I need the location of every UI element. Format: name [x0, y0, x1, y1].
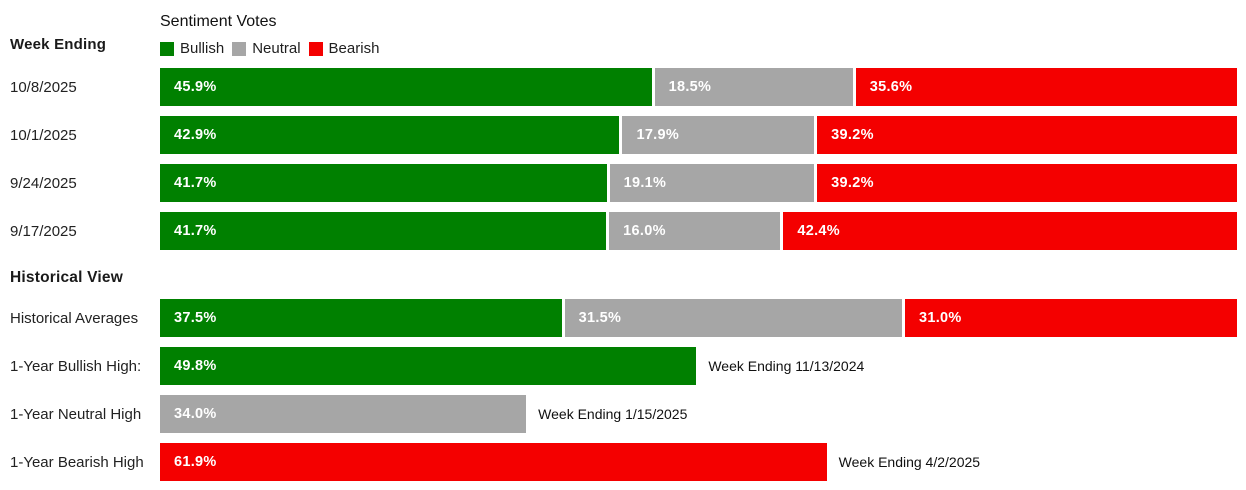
neutral-swatch-icon — [232, 41, 247, 56]
neutral-pct-label: 18.5% — [668, 79, 712, 95]
stacked-bar: 45.9% 18.5% 35.6% — [160, 68, 1238, 106]
single-bar-track: 49.8% Week Ending 11/13/2024 — [160, 347, 1237, 385]
bullish-pct-label: 37.5% — [174, 310, 217, 326]
bullish-high-label: 1-Year Bullish High: — [10, 357, 142, 375]
bearish-high-annotation: Week Ending 4/2/2025 — [838, 454, 981, 470]
week-ending-date: 10/1/2025 — [10, 126, 77, 144]
stacked-bar: 37.5% 31.5% 31.0% — [160, 299, 1237, 337]
week-ending-date: 10/8/2025 — [10, 78, 77, 96]
bearish-segment: 35.6% — [855, 68, 1238, 106]
bearish-high-pct-label: 61.9% — [174, 454, 217, 470]
bullish-high-pct-label: 49.8% — [174, 358, 217, 374]
bullish-segment: 37.5% — [160, 299, 562, 337]
one-year-neutral-high-row: 1-Year Neutral High 34.0% Week Ending 1/… — [0, 395, 1246, 433]
historical-view-heading: Historical View — [10, 269, 123, 286]
neutral-pct-label: 31.5% — [578, 310, 622, 326]
bullish-pct-label: 45.9% — [174, 79, 217, 95]
week-ending-date: 9/24/2025 — [10, 174, 77, 192]
legend-item-bullish: Bullish — [160, 40, 224, 57]
historical-averages-row: Historical Averages 37.5% 31.5% 31.0% — [0, 299, 1246, 337]
bullish-segment: 41.7% — [160, 164, 607, 202]
sentiment-row-week-4: 9/17/2025 41.7% 16.0% 42.4% — [0, 212, 1246, 250]
neutral-segment: 18.5% — [654, 68, 853, 106]
legend-label-bearish: Bearish — [328, 40, 380, 57]
week-ending-label: Week Ending — [10, 36, 107, 53]
neutral-pct-label: 17.9% — [636, 127, 680, 143]
bullish-pct-label: 42.9% — [174, 127, 217, 143]
neutral-segment: 17.9% — [622, 116, 815, 154]
bullish-pct-label: 41.7% — [174, 175, 217, 191]
bearish-high-bar: 61.9% — [160, 443, 827, 481]
one-year-bearish-high-row: 1-Year Bearish High 61.9% Week Ending 4/… — [0, 443, 1246, 481]
bearish-pct-label: 42.4% — [797, 223, 840, 239]
stacked-bar: 41.7% 16.0% 42.4% — [160, 212, 1237, 250]
neutral-high-annotation: Week Ending 1/15/2025 — [538, 406, 688, 422]
legend: Bullish Neutral Bearish — [160, 40, 1246, 57]
bearish-segment: 39.2% — [817, 164, 1237, 202]
bullish-high-bar: 49.8% — [160, 347, 697, 385]
bearish-segment: 31.0% — [904, 299, 1237, 337]
bearish-high-label: 1-Year Bearish High — [10, 453, 144, 471]
bullish-swatch-icon — [160, 41, 174, 56]
bearish-segment: 39.2% — [817, 116, 1237, 154]
bearish-pct-label: 39.2% — [831, 175, 874, 191]
chart-title: Sentiment Votes — [160, 13, 277, 30]
neutral-segment: 16.0% — [609, 212, 781, 250]
sentiment-row-week-2: 10/1/2025 42.9% 17.9% 39.2% — [0, 116, 1246, 154]
header: Week Ending Sentiment Votes Bullish Neut… — [0, 0, 1246, 57]
neutral-high-pct-label: 34.0% — [174, 406, 217, 422]
single-bar-track: 34.0% Week Ending 1/15/2025 — [160, 395, 1237, 433]
bearish-pct-label: 31.0% — [918, 310, 962, 326]
bullish-high-annotation: Week Ending 11/13/2024 — [708, 358, 865, 374]
neutral-segment: 31.5% — [564, 299, 902, 337]
bullish-segment: 41.7% — [160, 212, 607, 250]
neutral-pct-label: 16.0% — [623, 223, 666, 239]
neutral-pct-label: 19.1% — [623, 175, 667, 191]
stacked-bar: 41.7% 19.1% 39.2% — [160, 164, 1237, 202]
bearish-segment: 42.4% — [783, 212, 1237, 250]
neutral-high-bar: 34.0% — [160, 395, 527, 433]
legend-label-bullish: Bullish — [180, 40, 225, 57]
bullish-segment: 45.9% — [160, 68, 652, 106]
bullish-pct-label: 41.7% — [174, 223, 217, 239]
neutral-segment: 19.1% — [609, 164, 815, 202]
sentiment-row-week-3: 9/24/2025 41.7% 19.1% 39.2% — [0, 164, 1246, 202]
bearish-pct-label: 39.2% — [831, 127, 874, 143]
historical-averages-label: Historical Averages — [10, 309, 139, 327]
week-ending-column-header: Week Ending — [0, 0, 160, 57]
bearish-pct-label: 35.6% — [869, 79, 913, 95]
neutral-high-label: 1-Year Neutral High — [10, 405, 142, 423]
single-bar-track: 61.9% Week Ending 4/2/2025 — [160, 443, 1237, 481]
sentiment-row-week-1: 10/8/2025 45.9% 18.5% 35.6% — [0, 68, 1246, 106]
legend-item-neutral: Neutral — [232, 40, 301, 57]
chart-header: Sentiment Votes Bullish Neutral Bearish — [160, 0, 1246, 57]
one-year-bullish-high-row: 1-Year Bullish High: 49.8% Week Ending 1… — [0, 347, 1246, 385]
bearish-swatch-icon — [308, 41, 323, 56]
legend-item-bearish: Bearish — [308, 40, 380, 57]
bullish-segment: 42.9% — [160, 116, 620, 154]
stacked-bar: 42.9% 17.9% 39.2% — [160, 116, 1237, 154]
legend-label-neutral: Neutral — [252, 40, 301, 57]
week-ending-date: 9/17/2025 — [10, 222, 77, 240]
